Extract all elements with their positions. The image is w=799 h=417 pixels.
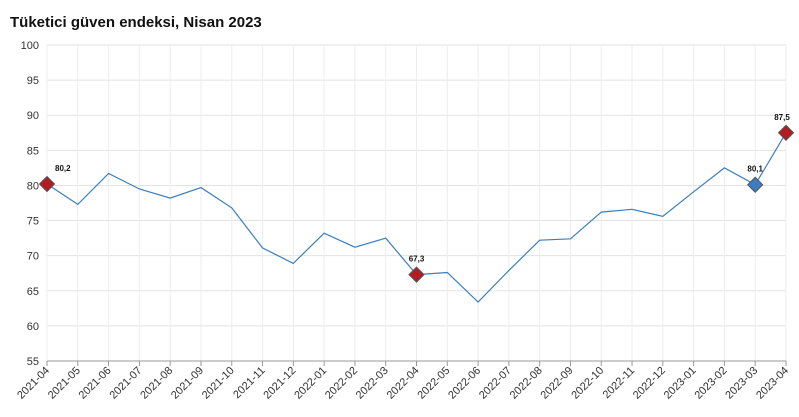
x-tick-label: 2021-08: [138, 365, 175, 402]
x-tick-label: 2022-06: [446, 365, 483, 402]
x-tick-label: 2022-02: [323, 365, 360, 402]
x-tick-label: 2023-04: [754, 365, 791, 402]
data-point-marker: [38, 175, 56, 193]
x-tick-label: 2021-11: [231, 365, 267, 401]
y-tick-label: 70: [27, 251, 39, 263]
chart-title: Tüketici güven endeksi, Nisan 2023: [10, 14, 262, 31]
x-tick-label: 2022-01: [292, 365, 329, 402]
x-tick-label: 2022-04: [385, 365, 422, 402]
data-point-marker: [747, 176, 764, 193]
y-tick-label: 75: [27, 216, 39, 228]
x-tick-label: 2021-04: [15, 365, 52, 402]
y-tick-label: 65: [27, 286, 39, 298]
x-tick-label: 2021-05: [46, 365, 83, 402]
x-tick-label: 2021-09: [169, 365, 206, 402]
y-tick-label: 55: [27, 356, 39, 368]
x-tick-label: 2023-03: [723, 365, 760, 402]
x-tick-label: 2022-11: [601, 365, 637, 401]
y-tick-label: 95: [27, 75, 39, 87]
x-tick-label: 2022-08: [508, 365, 545, 402]
data-label: 87,5: [774, 113, 790, 122]
x-tick-label: 2022-10: [569, 365, 606, 402]
data-label: 80,2: [55, 164, 71, 173]
x-tick-label: 2022-03: [354, 365, 391, 402]
x-tick-label: 2021-07: [107, 365, 144, 402]
x-tick-label: 2021-10: [200, 365, 237, 402]
y-tick-label: 60: [27, 321, 39, 333]
y-tick-label: 80: [27, 180, 39, 192]
x-tick-label: 2022-07: [477, 365, 514, 402]
y-tick-label: 100: [21, 40, 39, 52]
data-point-marker: [408, 266, 425, 283]
x-tick-label: 2022-09: [539, 365, 576, 402]
x-tick-label: 2022-12: [631, 365, 668, 402]
x-tick-label: 2022-05: [415, 365, 452, 402]
x-tick-label: 2023-02: [693, 365, 730, 402]
y-tick-label: 85: [27, 145, 39, 157]
data-label: 80,1: [747, 165, 763, 174]
x-tick-label: 2021-06: [77, 365, 114, 402]
x-tick-label: 2023-01: [662, 365, 699, 402]
data-label: 67,3: [409, 255, 425, 264]
x-tick-label: 2021-12: [261, 365, 298, 402]
y-tick-label: 90: [27, 110, 39, 122]
data-point-marker: [777, 124, 795, 141]
